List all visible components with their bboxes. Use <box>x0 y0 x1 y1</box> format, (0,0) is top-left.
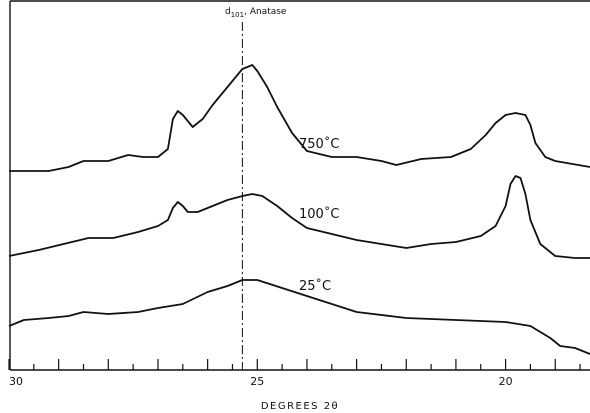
x-axis-title: DEGREES 2θ <box>261 401 339 412</box>
series-labels: 750˚C 100˚C 25˚C <box>299 136 339 294</box>
series-lines <box>8 64 590 355</box>
x-tick-label: 20 <box>499 375 513 388</box>
x-tick-label: 25 <box>250 375 264 388</box>
x-axis-tick-labels: 30 25 20 <box>9 375 513 388</box>
series-label-2: 100˚C <box>299 206 339 222</box>
series-label-3: 25˚C <box>299 278 331 294</box>
series-label-1: 750˚C <box>299 136 339 152</box>
annotation-d101-anatase: d101, Anatase <box>225 7 287 19</box>
series-line-1 <box>9 64 590 172</box>
series-line-3 <box>8 279 590 355</box>
x-axis-ticks <box>8 359 581 370</box>
x-tick-label: 30 <box>9 375 23 388</box>
series-line-2 <box>8 175 590 259</box>
